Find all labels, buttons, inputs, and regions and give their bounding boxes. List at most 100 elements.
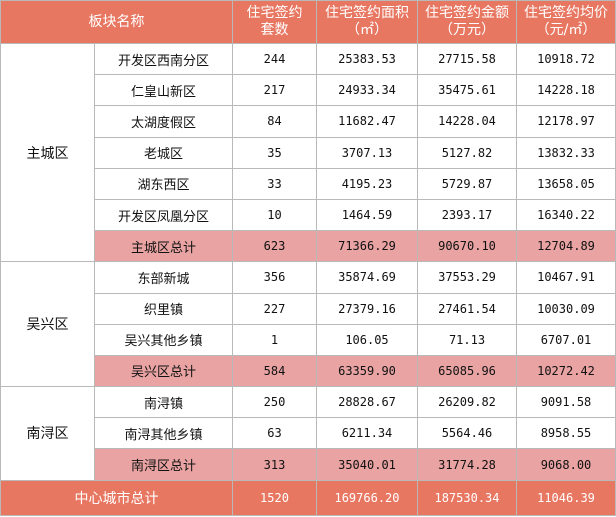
area-cell: 11682.47 bbox=[316, 105, 418, 138]
amount-cell: 5564.46 bbox=[417, 417, 517, 450]
area-cell: 71366.29 bbox=[316, 230, 418, 263]
block-name: 太湖度假区 bbox=[94, 105, 233, 138]
sets-cell: 227 bbox=[232, 292, 317, 325]
sets-cell: 217 bbox=[232, 74, 317, 107]
table-row: 太湖度假区 84 11682.47 14228.04 12178.97 bbox=[1, 105, 616, 138]
district-label: 主城区 bbox=[0, 42, 95, 263]
amount-cell: 5729.87 bbox=[417, 167, 517, 200]
price-cell: 13832.33 bbox=[516, 136, 616, 169]
area-cell: 35874.69 bbox=[316, 261, 418, 294]
sets-cell: 356 bbox=[232, 261, 317, 294]
price-cell: 10272.42 bbox=[516, 354, 616, 388]
header-amount-line1: 住宅签约金额 bbox=[425, 5, 509, 21]
amount-cell: 35475.61 bbox=[417, 74, 517, 107]
area-cell: 28828.67 bbox=[316, 386, 418, 419]
sets-cell: 313 bbox=[232, 448, 317, 481]
table-row: 主城区 开发区西南分区 244 25383.53 27715.58 10918.… bbox=[0, 42, 616, 263]
area-cell: 25383.53 bbox=[316, 42, 418, 76]
header-price: 住宅签约均价 （元/㎡） bbox=[516, 0, 616, 44]
sets-cell: 33 bbox=[232, 167, 317, 200]
price-cell: 10918.72 bbox=[516, 42, 616, 76]
amount-cell: 90670.10 bbox=[417, 230, 517, 263]
amount-cell: 71.13 bbox=[417, 323, 517, 356]
block-name: 东部新城 bbox=[94, 261, 233, 294]
table-row: 织里镇 227 27379.16 27461.54 10030.09 bbox=[1, 292, 616, 325]
subtotal-name: 吴兴区总计 bbox=[94, 354, 233, 388]
header-sets-line2: 套数 bbox=[260, 22, 289, 38]
area-cell: 6211.34 bbox=[316, 417, 418, 450]
table-row: 开发区凤凰分区 10 1464.59 2393.17 16340.22 bbox=[1, 198, 616, 232]
amount-cell: 5127.82 bbox=[417, 136, 517, 169]
area-cell: 35040.01 bbox=[316, 448, 418, 481]
table-row: 吴兴其他乡镇 1 106.05 71.13 6707.01 bbox=[1, 323, 616, 356]
header-area-line1: 住宅签约面积 bbox=[325, 5, 409, 21]
grand-total-name: 中心城市总计 bbox=[0, 479, 233, 517]
price-cell: 10467.91 bbox=[516, 261, 616, 294]
table-row: 湖东西区 33 4195.23 5729.87 13658.05 bbox=[1, 167, 616, 200]
amount-cell: 26209.82 bbox=[417, 386, 517, 419]
block-name: 织里镇 bbox=[94, 292, 233, 325]
sets-cell: 1 bbox=[232, 323, 317, 356]
sets-cell: 10 bbox=[232, 198, 317, 232]
table-row: 吴兴区 东部新城 356 35874.69 37553.29 10467.91 bbox=[0, 261, 616, 388]
price-cell: 8958.55 bbox=[516, 417, 616, 450]
amount-cell: 187530.34 bbox=[417, 479, 517, 517]
table-row: 仁皇山新区 217 24933.34 35475.61 14228.18 bbox=[1, 74, 616, 107]
amount-cell: 27715.58 bbox=[417, 42, 517, 76]
header-area-line2: （㎡） bbox=[346, 22, 388, 38]
area-cell: 106.05 bbox=[316, 323, 418, 356]
block-name: 湖东西区 bbox=[94, 167, 233, 200]
header-block-name: 板块名称 bbox=[0, 0, 233, 44]
sets-cell: 63 bbox=[232, 417, 317, 450]
amount-cell: 65085.96 bbox=[417, 354, 517, 388]
area-cell: 63359.90 bbox=[316, 354, 418, 388]
price-cell: 9068.00 bbox=[516, 448, 616, 481]
area-cell: 1464.59 bbox=[316, 198, 418, 232]
sets-cell: 244 bbox=[232, 42, 317, 76]
price-cell: 10030.09 bbox=[516, 292, 616, 325]
header-area: 住宅签约面积 （㎡） bbox=[316, 0, 418, 44]
amount-cell: 37553.29 bbox=[417, 261, 517, 294]
header-amount: 住宅签约金额 （万元） bbox=[417, 0, 517, 44]
price-cell: 12178.97 bbox=[516, 105, 616, 138]
header-sets: 住宅签约 套数 bbox=[232, 0, 317, 44]
block-name: 南浔镇 bbox=[94, 386, 233, 419]
subtotal-name: 南浔区总计 bbox=[94, 448, 233, 481]
table-row: 南浔区 南浔镇 250 28828.67 26209.82 9091.58 bbox=[0, 386, 616, 481]
header-price-line2: （元/㎡） bbox=[535, 22, 597, 38]
amount-cell: 2393.17 bbox=[417, 198, 517, 232]
area-cell: 169766.20 bbox=[316, 479, 418, 517]
price-cell: 16340.22 bbox=[516, 198, 616, 232]
sets-cell: 1520 bbox=[232, 479, 317, 517]
area-cell: 3707.13 bbox=[316, 136, 418, 169]
price-cell: 9091.58 bbox=[516, 386, 616, 419]
price-cell: 12704.89 bbox=[516, 230, 616, 263]
block-name: 老城区 bbox=[94, 136, 233, 169]
block-name: 开发区西南分区 bbox=[94, 42, 233, 76]
block-name: 开发区凤凰分区 bbox=[94, 198, 233, 232]
block-name: 南浔其他乡镇 bbox=[94, 417, 233, 450]
price-cell: 6707.01 bbox=[516, 323, 616, 356]
price-cell: 13658.05 bbox=[516, 167, 616, 200]
header-price-line1: 住宅签约均价 bbox=[524, 5, 608, 21]
header-amount-line2: （万元） bbox=[439, 22, 495, 38]
price-cell: 11046.39 bbox=[516, 479, 616, 517]
district-label: 吴兴区 bbox=[0, 261, 95, 388]
amount-cell: 31774.28 bbox=[417, 448, 517, 481]
header-sets-line1: 住宅签约 bbox=[246, 5, 303, 21]
sets-cell: 623 bbox=[232, 230, 317, 263]
table-row: 老城区 35 3707.13 5127.82 13832.33 bbox=[1, 136, 616, 169]
sets-cell: 84 bbox=[232, 105, 317, 138]
block-name: 仁皇山新区 bbox=[94, 74, 233, 107]
grand-total-row: 中心城市总计 1520 169766.20 187530.34 11046.39 bbox=[0, 479, 616, 517]
amount-cell: 14228.04 bbox=[417, 105, 517, 138]
subtotal-name: 主城区总计 bbox=[94, 230, 233, 263]
price-cell: 14228.18 bbox=[516, 74, 616, 107]
area-cell: 24933.34 bbox=[316, 74, 418, 107]
block-name: 吴兴其他乡镇 bbox=[94, 323, 233, 356]
amount-cell: 27461.54 bbox=[417, 292, 517, 325]
sets-cell: 584 bbox=[232, 354, 317, 388]
header-row: 板块名称 住宅签约 套数 住宅签约面积 （㎡） 住宅签约金额 （万元） 住宅签约… bbox=[0, 0, 616, 44]
district-label: 南浔区 bbox=[0, 386, 95, 481]
